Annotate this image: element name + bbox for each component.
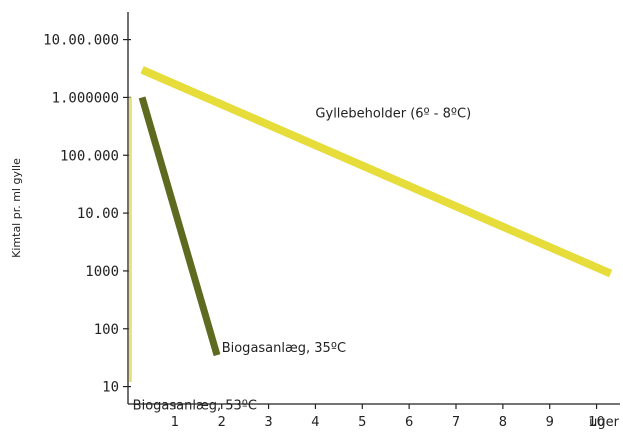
x-axis-label: uger [589, 415, 619, 430]
x-tick-label: 2 [218, 415, 226, 430]
series-label: Gyllebeholder (6º - 8ºC) [315, 106, 471, 121]
series-label: Biogasanlæg, 53ºC [133, 399, 257, 414]
y-tick-label: 1000 [85, 264, 119, 280]
x-tick-label: 6 [405, 415, 413, 430]
x-tick-label: 7 [452, 415, 460, 430]
y-axis-label: Kimtal pr. ml gylle [10, 158, 23, 258]
x-tick-label: 9 [546, 415, 554, 430]
x-tick-label: 10 [588, 415, 605, 430]
y-tick-label: 10.00 [77, 206, 119, 222]
series-line [140, 66, 613, 278]
series-label: Biogasanlæg, 35ºC [222, 341, 346, 356]
x-tick-label: 5 [358, 415, 366, 430]
x-tick-label: 8 [499, 415, 507, 430]
y-tick-label: 10 [102, 380, 119, 396]
y-tick-label: 100 [94, 322, 119, 338]
y-tick-label: 10.00.000 [43, 33, 119, 49]
y-tick-label: 100.000 [60, 148, 119, 164]
x-tick-label: 4 [311, 415, 319, 430]
x-tick-label: 3 [264, 415, 272, 430]
x-tick-label: 1 [171, 415, 179, 430]
series-line [138, 96, 221, 357]
y-tick-label: 1.000000 [52, 90, 119, 106]
